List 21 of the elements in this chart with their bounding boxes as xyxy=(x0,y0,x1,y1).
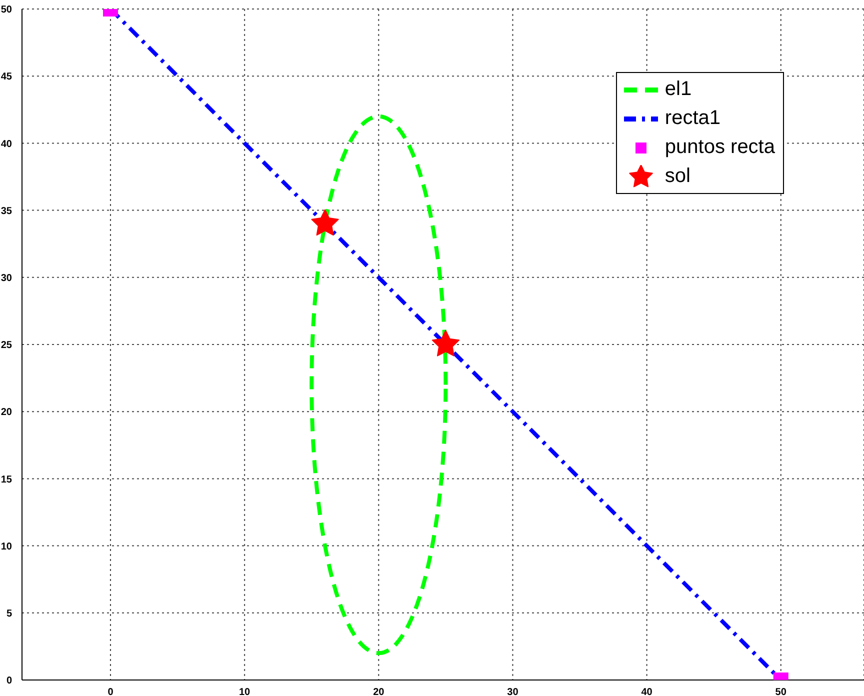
y-tick-label: 5 xyxy=(6,608,12,620)
y-tick-label: 10 xyxy=(0,541,12,552)
x-tick-label: 30 xyxy=(507,687,519,696)
x-tick-label: 10 xyxy=(239,687,251,696)
y-tick-label: 50 xyxy=(0,4,12,16)
x-tick-label: 20 xyxy=(373,687,385,696)
y-tick-label: 25 xyxy=(0,340,12,352)
y-tick-label: 35 xyxy=(0,206,12,217)
x-tick-label: 40 xyxy=(641,687,653,696)
y-tick-label: 30 xyxy=(0,272,12,284)
x-tick-label: 0 xyxy=(108,687,114,696)
x-tick-label: 50 xyxy=(775,687,787,696)
legend-label: recta1 xyxy=(664,106,721,131)
legend-label: sol xyxy=(664,164,690,189)
y-tick-label: 0 xyxy=(6,676,12,687)
y-tick-label: 45 xyxy=(0,72,12,83)
y-tick-label: 40 xyxy=(0,138,12,150)
y-tick-label: 20 xyxy=(0,407,12,418)
y-tick-label: 15 xyxy=(0,474,12,486)
legend-label: puntos recta xyxy=(664,135,775,160)
legend-label: el1 xyxy=(664,77,692,102)
